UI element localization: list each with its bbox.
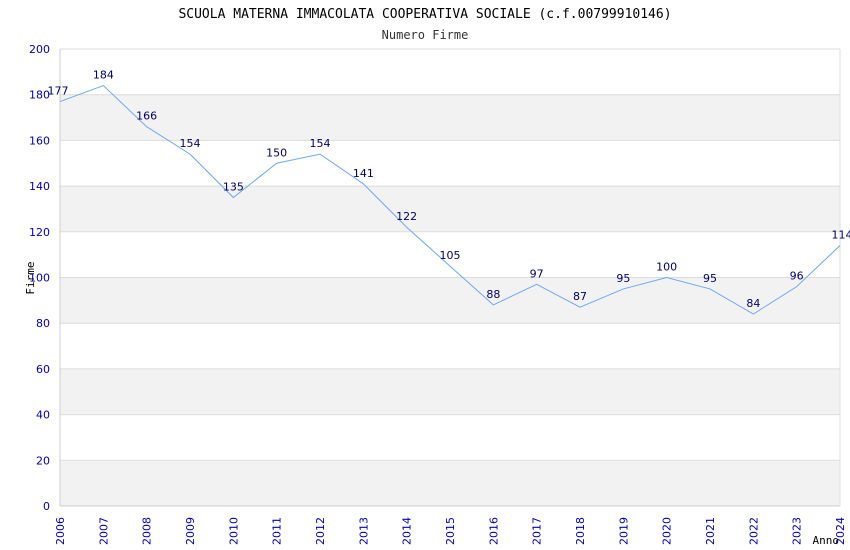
y-tick-label: 40 bbox=[36, 409, 50, 422]
x-tick-label: 2006 bbox=[54, 517, 67, 545]
data-label: 105 bbox=[440, 249, 461, 262]
x-tick-label: 2013 bbox=[357, 517, 370, 545]
data-label: 150 bbox=[266, 146, 287, 159]
y-tick-label: 200 bbox=[29, 43, 50, 56]
y-tick-label: 180 bbox=[29, 89, 50, 102]
x-tick-labels: 2006 2007 2008 2009 2010 2011 2012 2013 2014 2015… bbox=[54, 517, 847, 545]
y-tick-label: 160 bbox=[29, 134, 50, 147]
x-tick-label: 2023 bbox=[791, 517, 804, 545]
data-label: 95 bbox=[616, 272, 630, 285]
chart-title: SCUOLA MATERNA IMMACOLATA COOPERATIVA SO… bbox=[178, 7, 671, 22]
x-tick-label: 2016 bbox=[487, 517, 500, 545]
data-label: 135 bbox=[223, 181, 244, 194]
axes bbox=[59, 49, 841, 507]
y-tick-labels: 0 20 40 60 80 100 120 140 160 180 200 bbox=[29, 43, 50, 513]
data-label: 166 bbox=[136, 110, 157, 123]
data-label: 184 bbox=[93, 69, 114, 82]
y-tick-label: 20 bbox=[36, 454, 50, 467]
data-label: 154 bbox=[310, 137, 331, 150]
data-label: 177 bbox=[48, 85, 69, 98]
data-label: 95 bbox=[703, 272, 717, 285]
data-label: 141 bbox=[353, 167, 374, 180]
plot-band bbox=[60, 277, 840, 324]
x-tick-label: 2022 bbox=[747, 517, 760, 545]
plot-band bbox=[60, 460, 840, 506]
plot-band bbox=[60, 94, 840, 141]
x-tick-label: 2014 bbox=[401, 517, 414, 545]
data-label: 100 bbox=[656, 261, 677, 274]
x-tick-label: 2020 bbox=[661, 517, 674, 545]
x-tick-label: 2011 bbox=[271, 517, 284, 545]
chart-subtitle: Numero Firme bbox=[382, 28, 469, 42]
y-axis-title: Firme bbox=[24, 261, 37, 294]
x-tick-label: 2015 bbox=[444, 517, 457, 545]
y-tick-label: 80 bbox=[36, 317, 50, 330]
data-label: 88 bbox=[486, 288, 500, 301]
data-label: 84 bbox=[746, 297, 760, 310]
x-tick-label: 2024 bbox=[834, 517, 847, 545]
x-tick-label: 2007 bbox=[97, 517, 110, 545]
data-label: 154 bbox=[180, 137, 201, 150]
y-tick-label: 0 bbox=[43, 500, 50, 513]
x-tick-label: 2017 bbox=[531, 517, 544, 545]
data-label: 114 bbox=[832, 229, 850, 242]
data-label: 87 bbox=[573, 290, 587, 303]
x-axis-title: Anno bbox=[813, 534, 840, 547]
grid-lines bbox=[60, 48, 840, 507]
x-tick-label: 2019 bbox=[617, 517, 630, 545]
plot-band bbox=[60, 186, 840, 232]
x-tick-label: 2008 bbox=[141, 517, 154, 545]
plot-bands bbox=[60, 94, 840, 506]
data-label: 96 bbox=[790, 270, 804, 283]
y-tick-label: 120 bbox=[29, 226, 50, 239]
y-tick-label: 140 bbox=[29, 180, 50, 193]
y-tick-label: 100 bbox=[29, 272, 50, 285]
data-label: 122 bbox=[396, 210, 417, 223]
data-label: 97 bbox=[530, 267, 544, 280]
x-tick-label: 2018 bbox=[574, 517, 587, 545]
x-tick-label: 2010 bbox=[227, 517, 240, 545]
x-tick-label: 2009 bbox=[184, 517, 197, 545]
series-line bbox=[59, 84, 841, 315]
series-layer bbox=[59, 84, 841, 315]
x-tick-label: 2021 bbox=[704, 517, 717, 545]
y-tick-label: 60 bbox=[36, 363, 50, 376]
x-tick-label: 2012 bbox=[314, 517, 327, 545]
data-labels: 177 184 166 154 135 150 154 141 122 105 88 97 87 95 10… bbox=[48, 69, 850, 311]
plot-band bbox=[60, 368, 840, 415]
